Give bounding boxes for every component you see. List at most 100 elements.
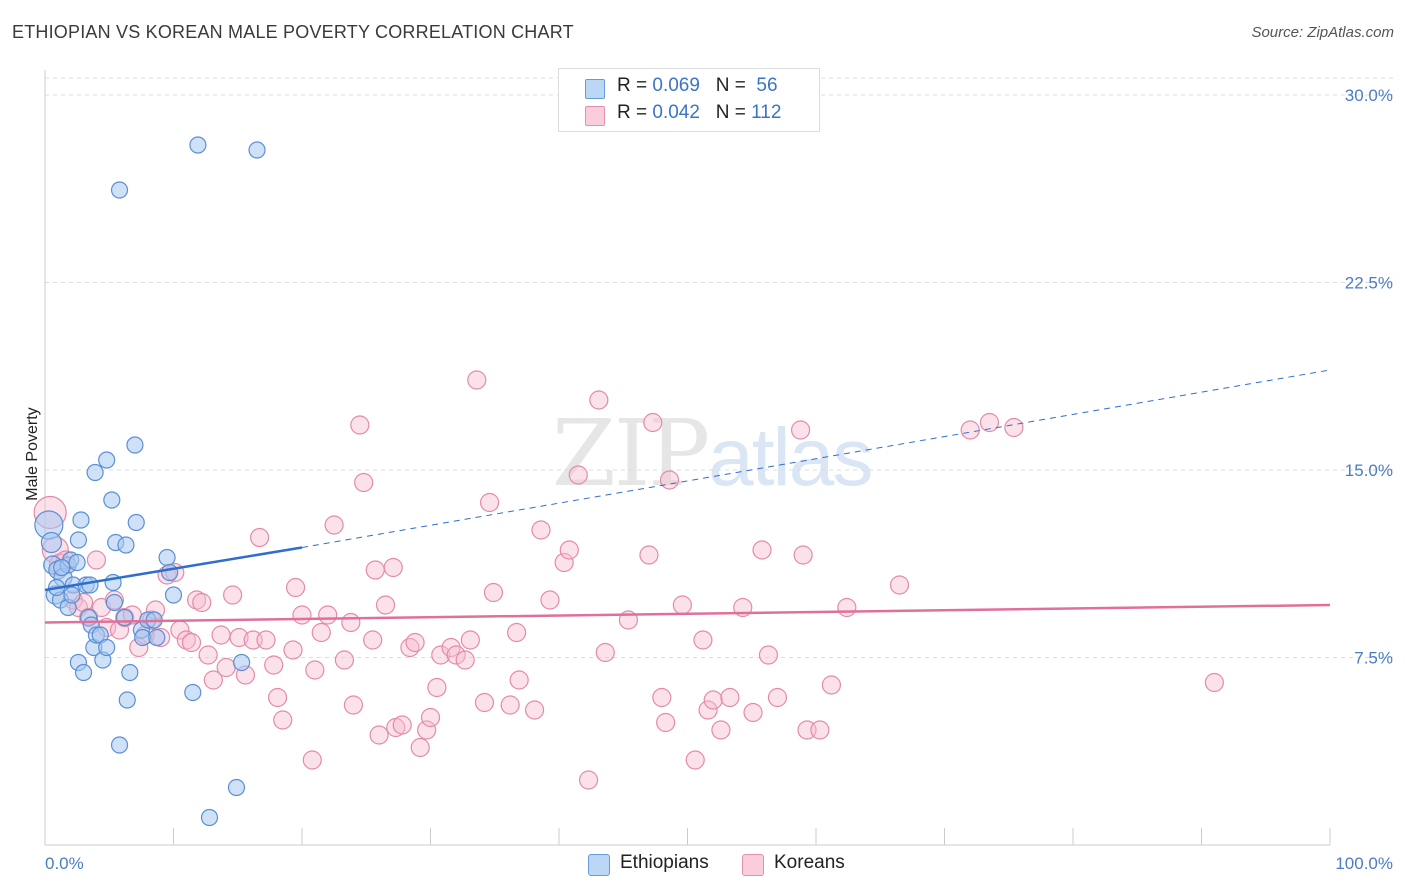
korean-point (341, 612, 361, 633)
ethiopian-point (74, 663, 93, 682)
korean-point (181, 632, 202, 653)
korean-point (176, 630, 196, 650)
ethiopian-point (164, 586, 183, 604)
korean-point (589, 390, 609, 410)
korean-point (292, 605, 312, 625)
korean-point (249, 527, 270, 548)
legend-r-ethiopians: 0.069 (652, 75, 700, 96)
korean-point (524, 700, 545, 720)
tick-layer: 7.5% 15.0% 22.5% 30.0% 0.0% 100.0% (45, 86, 1393, 873)
korean-point (420, 707, 441, 728)
korean-point (1004, 417, 1024, 438)
ethiopian-point (72, 511, 90, 529)
korean-point (283, 640, 303, 660)
korean-point (405, 632, 425, 653)
korean-point (187, 590, 207, 610)
x-tick-label-max: 100.0% (1335, 854, 1393, 873)
legend-swatch-ethiopians (585, 79, 605, 99)
korean-point (793, 545, 813, 565)
korean-point (531, 520, 551, 540)
ethiopian-point (105, 593, 123, 612)
correlation-legend: R = 0.069 N = 56 R = 0.042 N = 112 (558, 68, 820, 132)
y-tick-label: 15.0% (1345, 461, 1393, 480)
korean-point (960, 420, 980, 440)
korean-point (837, 597, 857, 618)
korean-point (264, 655, 284, 675)
ethiopian-point (103, 491, 121, 509)
korean-point (703, 690, 723, 710)
legend-text-ethiopians: R = 0.069 N = 56 (617, 75, 778, 96)
korean-point (318, 605, 338, 625)
ethiopian-point (158, 548, 176, 567)
korean-point (455, 650, 475, 670)
ethiopian-point (63, 586, 81, 604)
trend-layer (44, 369, 1331, 624)
y-tick-label: 22.5% (1345, 274, 1393, 293)
korean-point (743, 702, 763, 723)
ethiopian-point (110, 181, 129, 199)
korean-point (506, 622, 527, 643)
ethiopian-point (86, 463, 104, 482)
korean-point (480, 492, 500, 513)
korean-point (711, 720, 731, 740)
korean-point (752, 540, 772, 560)
korean-point (460, 630, 480, 650)
korean-point (595, 642, 615, 663)
ethiopian-point (161, 563, 179, 582)
korean-point (229, 627, 249, 648)
ethiopian-point (98, 451, 116, 469)
korean-point (693, 630, 713, 650)
ethiopian-point (127, 513, 145, 532)
korean-point (659, 470, 680, 490)
korean-point (821, 675, 842, 695)
ethiopian-point (116, 608, 134, 627)
korean-point (540, 590, 560, 610)
korean-point (1204, 672, 1224, 693)
korean-point (568, 465, 588, 485)
korean-point (652, 687, 672, 708)
ethiopian-point (227, 778, 246, 797)
korean-point (383, 557, 403, 578)
korean-point (285, 577, 306, 598)
legend-text-koreans: R = 0.042 N = 112 (617, 102, 782, 123)
korean-point (979, 412, 1000, 433)
korean-point (324, 515, 344, 535)
bottom-swatch-koreans (742, 854, 764, 876)
korean-point (559, 540, 579, 560)
ethiopian-point (121, 663, 139, 682)
korean-point (643, 412, 663, 433)
korean-point (273, 710, 293, 730)
source-label: Source: ZipAtlas.com (1251, 24, 1394, 41)
ethiopian-point (189, 136, 207, 154)
korean-point (554, 552, 574, 573)
ethiopian-point (233, 653, 251, 672)
legend-r-koreans: 0.042 (652, 102, 700, 123)
korean-point (509, 670, 529, 690)
ethiopian-point (53, 558, 71, 577)
ethiopian-point (200, 808, 219, 827)
ethiopian-point (69, 531, 88, 549)
korean-point (256, 630, 276, 650)
ethiopian-point (126, 436, 144, 454)
bottom-label-koreans: Koreans (774, 852, 845, 873)
korean-point (375, 595, 396, 615)
ethiopian-point (118, 691, 136, 709)
korean-point (267, 687, 288, 708)
korean-point (639, 545, 659, 565)
legend-n-ethiopians: 56 (756, 75, 778, 96)
korean-point (698, 700, 718, 720)
ethiopian-point (40, 531, 63, 554)
korean-point (656, 712, 676, 733)
korean-point (223, 585, 243, 605)
chart-title: ETHIOPIAN VS KOREAN MALE POVERTY CORRELA… (12, 22, 574, 42)
korean-point (483, 582, 504, 603)
ethiopians-trend-extension (301, 369, 1331, 548)
korean-point (685, 750, 705, 770)
ethiopian-point (248, 141, 266, 159)
koreans-trend-line (44, 603, 1331, 624)
ethiopians-trend-line (44, 546, 303, 592)
koreans-points (33, 370, 1224, 790)
korean-point (369, 725, 389, 745)
korean-point (446, 645, 466, 665)
